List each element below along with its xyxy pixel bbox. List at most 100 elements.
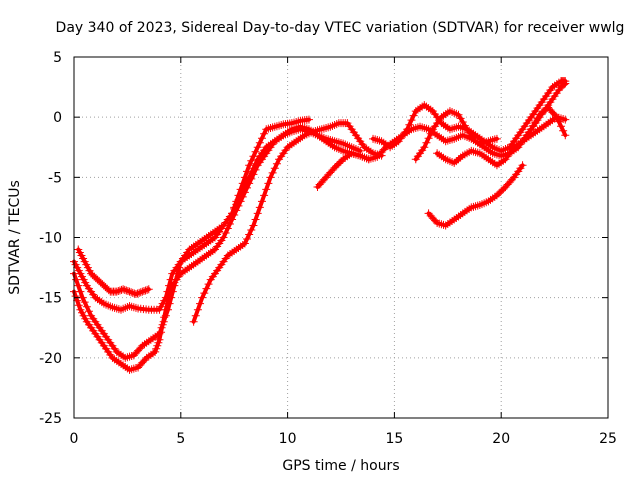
x-tick-label: 10: [279, 431, 297, 447]
data-point: [255, 203, 264, 212]
data-point: [437, 152, 446, 161]
data-point: [228, 248, 237, 257]
x-tick-label: 5: [176, 431, 185, 447]
data-point: [550, 81, 559, 90]
data-point: [99, 299, 108, 308]
data-point: [482, 198, 491, 207]
x-tick-labels: 0 5 10 15 20 25: [70, 431, 617, 447]
data-point: [264, 124, 273, 133]
data-point: [484, 146, 493, 155]
data-point: [409, 111, 418, 120]
data-point: [403, 125, 412, 134]
data-point: [433, 131, 442, 140]
data-point: [93, 295, 102, 304]
data-point: [514, 140, 523, 149]
data-point: [243, 235, 252, 244]
x-tick-label: 20: [492, 431, 510, 447]
data-point: [121, 353, 130, 362]
data-point: [554, 78, 563, 87]
data-point: [542, 120, 551, 129]
data-point: [422, 138, 431, 147]
data-point: [332, 120, 341, 129]
data-point: [334, 159, 343, 168]
data-point: [121, 303, 130, 312]
data-point: [343, 141, 352, 150]
data-point: [435, 219, 444, 228]
data-point: [439, 153, 448, 162]
data-point: [142, 353, 151, 362]
data-point: [262, 185, 271, 194]
data-point: [191, 241, 200, 250]
data-point: [454, 110, 463, 119]
data-point: [499, 156, 508, 165]
data-point: [420, 123, 429, 132]
data-point: [454, 155, 463, 164]
data-point: [497, 187, 506, 196]
data-point: [119, 285, 128, 294]
data-point: [285, 128, 294, 137]
data-point: [112, 287, 121, 296]
data-point: [557, 122, 566, 131]
data-series: [70, 77, 570, 374]
data-point: [488, 194, 497, 203]
data-point: [232, 200, 241, 209]
data-point: [146, 335, 155, 344]
data-point: [379, 138, 388, 147]
data-point: [339, 155, 348, 164]
data-point: [262, 125, 271, 134]
data-point: [292, 137, 301, 146]
data-point: [448, 135, 457, 144]
data-point: [302, 130, 311, 139]
data-point: [480, 152, 489, 161]
data-point: [467, 203, 476, 212]
data-point: [561, 131, 570, 140]
data-point: [373, 136, 382, 145]
data-point: [492, 191, 501, 200]
data-point: [492, 134, 501, 143]
data-point: [104, 301, 113, 310]
data-point: [127, 288, 136, 297]
data-point: [215, 224, 224, 233]
data-point: [131, 290, 140, 299]
data-point: [245, 173, 254, 182]
data-point: [114, 358, 123, 367]
data-point: [183, 265, 192, 274]
data-point: [206, 248, 215, 257]
data-point: [247, 168, 256, 177]
data-point: [354, 151, 363, 160]
data-point: [531, 117, 540, 126]
data-point: [95, 296, 104, 305]
data-point: [200, 253, 209, 262]
data-point: [189, 260, 198, 269]
x-tick-label: 15: [385, 431, 403, 447]
data-point: [484, 197, 493, 206]
data-point: [448, 216, 457, 225]
data-point: [488, 149, 497, 158]
data-point: [251, 215, 260, 224]
data-point: [116, 305, 125, 314]
data-point: [131, 364, 140, 373]
data-point: [232, 245, 241, 254]
data-point: [298, 125, 307, 134]
data-point: [527, 125, 536, 134]
data-point: [277, 132, 286, 141]
data-point: [486, 156, 495, 165]
data-point: [161, 311, 170, 320]
data-point: [275, 121, 284, 130]
data-point: [377, 137, 386, 146]
data-point: [330, 137, 339, 146]
data-point: [175, 263, 184, 272]
data-point: [443, 136, 452, 145]
data-point: [460, 121, 469, 130]
data-point: [202, 251, 211, 260]
data-point: [473, 138, 482, 147]
data-point: [561, 79, 570, 88]
data-point: [116, 359, 125, 368]
data-point: [283, 143, 292, 152]
data-point: [341, 140, 350, 149]
data-point: [240, 239, 249, 248]
data-point: [463, 149, 472, 158]
data-point: [219, 233, 228, 242]
data-point: [537, 108, 546, 117]
